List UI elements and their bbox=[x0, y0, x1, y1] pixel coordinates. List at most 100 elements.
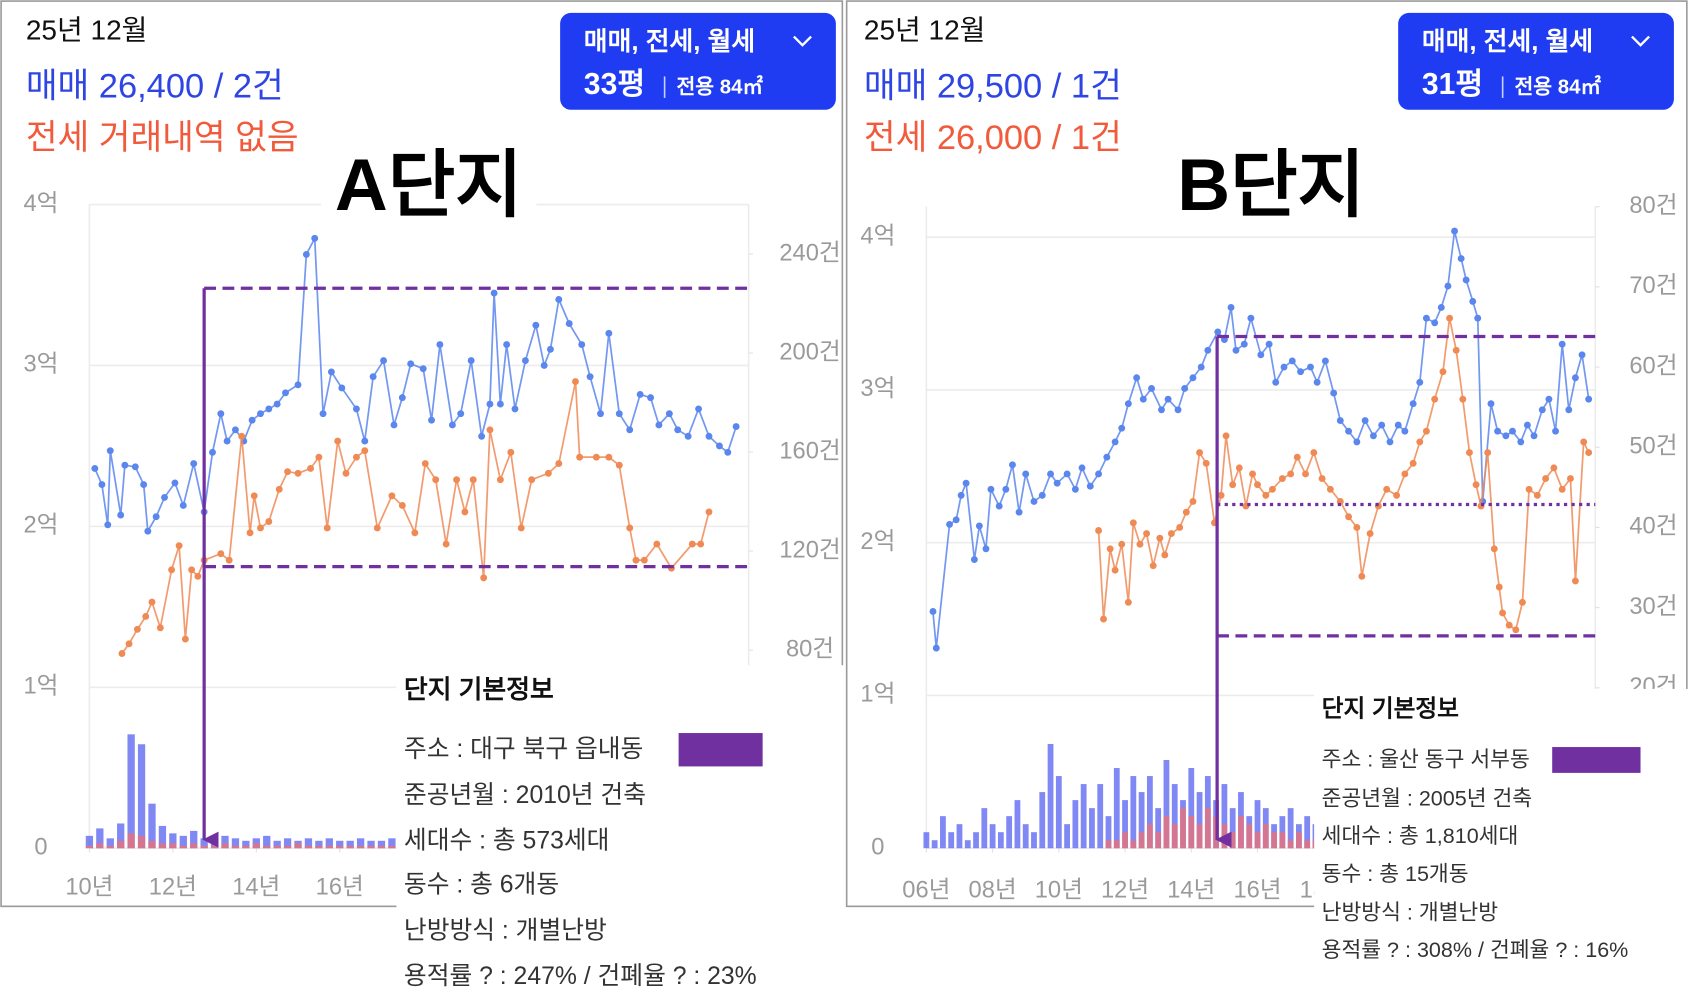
price-point bbox=[1318, 475, 1326, 483]
price-point bbox=[419, 365, 427, 373]
price-point bbox=[98, 481, 106, 488]
redaction bbox=[678, 733, 763, 767]
volume-bar bbox=[973, 832, 979, 849]
price-point bbox=[1086, 482, 1094, 490]
price-point bbox=[1459, 395, 1467, 403]
volume-bar bbox=[931, 840, 938, 849]
price-point bbox=[315, 453, 323, 461]
price-point bbox=[436, 341, 444, 348]
volume-bar bbox=[1171, 824, 1178, 849]
x-tick-label: 10년 bbox=[1035, 877, 1083, 904]
volume-bar bbox=[1047, 743, 1054, 849]
price-point bbox=[1472, 481, 1480, 489]
price-point bbox=[952, 516, 960, 524]
price-point bbox=[190, 460, 198, 468]
filter-size[interactable]: 33평 bbox=[584, 67, 645, 101]
volume-bar bbox=[1196, 792, 1203, 849]
volume-bar bbox=[1304, 840, 1311, 849]
filter-size[interactable]: 31평 bbox=[1422, 67, 1483, 101]
price-point bbox=[540, 362, 548, 369]
sale-summary: 매매 26,400 / 2건 bbox=[26, 67, 284, 105]
volume-bar bbox=[137, 744, 146, 849]
price-point bbox=[496, 400, 504, 408]
volume-bar bbox=[1031, 832, 1037, 849]
filter-area[interactable]: 전용 84㎡ bbox=[1514, 75, 1601, 99]
y2-tick-label: 70건 bbox=[1629, 272, 1677, 299]
price-point bbox=[1550, 464, 1558, 472]
volume-bar bbox=[263, 835, 271, 849]
filter-area[interactable]: 전용 84㎡ bbox=[676, 75, 763, 99]
y2-tick-label: 160건 bbox=[779, 437, 840, 464]
price-line bbox=[932, 230, 1590, 649]
price-point bbox=[104, 521, 112, 529]
price-point bbox=[223, 437, 231, 445]
price-point bbox=[1038, 491, 1046, 499]
price-point bbox=[275, 485, 283, 493]
price-point bbox=[1487, 400, 1495, 408]
price-point bbox=[302, 250, 310, 258]
y2-tick-label: 50건 bbox=[1629, 433, 1677, 460]
price-point bbox=[282, 389, 289, 397]
dropdown-chevron[interactable] bbox=[1631, 35, 1650, 47]
volume-bar bbox=[1122, 800, 1128, 849]
price-point bbox=[1326, 485, 1334, 493]
price-point bbox=[1118, 424, 1126, 432]
volume-bar bbox=[356, 845, 365, 849]
price-point bbox=[121, 461, 129, 469]
y2-tick-label: 60건 bbox=[1629, 352, 1677, 379]
price-point bbox=[1265, 340, 1273, 348]
price-point bbox=[156, 624, 164, 632]
volume-bar bbox=[273, 845, 281, 849]
panel-border bbox=[845, 0, 1688, 908]
price-point bbox=[461, 508, 469, 516]
price-point bbox=[246, 529, 254, 537]
price-point bbox=[1446, 314, 1454, 322]
price-point bbox=[1272, 378, 1280, 386]
price-point bbox=[665, 410, 673, 418]
price-point bbox=[238, 432, 246, 440]
price-point bbox=[1136, 540, 1144, 548]
price-point bbox=[1106, 545, 1114, 553]
filter-types[interactable]: 매매, 전세, 월세 bbox=[1422, 27, 1593, 56]
price-point bbox=[1336, 417, 1344, 424]
price-point bbox=[1422, 427, 1430, 435]
price-point bbox=[284, 468, 292, 476]
filter-button[interactable] bbox=[560, 12, 836, 110]
dropdown-chevron[interactable] bbox=[793, 35, 812, 47]
price-point bbox=[511, 405, 519, 413]
price-point bbox=[1302, 470, 1309, 478]
price-point bbox=[1558, 340, 1566, 348]
price-point bbox=[521, 357, 529, 365]
price-point bbox=[1095, 470, 1103, 478]
price-point bbox=[929, 608, 937, 615]
price-point bbox=[1204, 346, 1212, 354]
price-point bbox=[1232, 346, 1240, 354]
price-point bbox=[1366, 530, 1374, 538]
price-point bbox=[1071, 485, 1079, 493]
price-point bbox=[1176, 524, 1184, 531]
volume-bar bbox=[1155, 808, 1162, 849]
price-point bbox=[1222, 432, 1230, 440]
filter-types[interactable]: 매매, 전세, 월세 bbox=[584, 27, 755, 56]
price-point bbox=[975, 522, 983, 530]
price-point bbox=[1321, 357, 1329, 365]
price-point bbox=[1103, 453, 1111, 461]
price-point bbox=[1202, 459, 1210, 467]
price-point bbox=[327, 368, 335, 376]
price-point bbox=[615, 461, 623, 469]
info-row: 세대수 : 총 573세대 bbox=[404, 826, 609, 854]
price-point bbox=[448, 421, 456, 429]
x-tick-label: 14년 bbox=[232, 873, 280, 900]
price-point bbox=[486, 426, 494, 434]
filter-button[interactable] bbox=[1398, 12, 1674, 110]
volume-bar bbox=[336, 845, 344, 849]
price-point bbox=[715, 442, 723, 450]
price-point bbox=[432, 476, 440, 484]
price-point bbox=[1361, 417, 1369, 424]
sale-summary: 매매 29,500 / 1건 bbox=[864, 67, 1122, 105]
volume-bar bbox=[325, 845, 333, 849]
price-point bbox=[1462, 276, 1470, 284]
price-point bbox=[1474, 314, 1482, 322]
price-point bbox=[1148, 385, 1155, 392]
price-point bbox=[1189, 374, 1197, 382]
